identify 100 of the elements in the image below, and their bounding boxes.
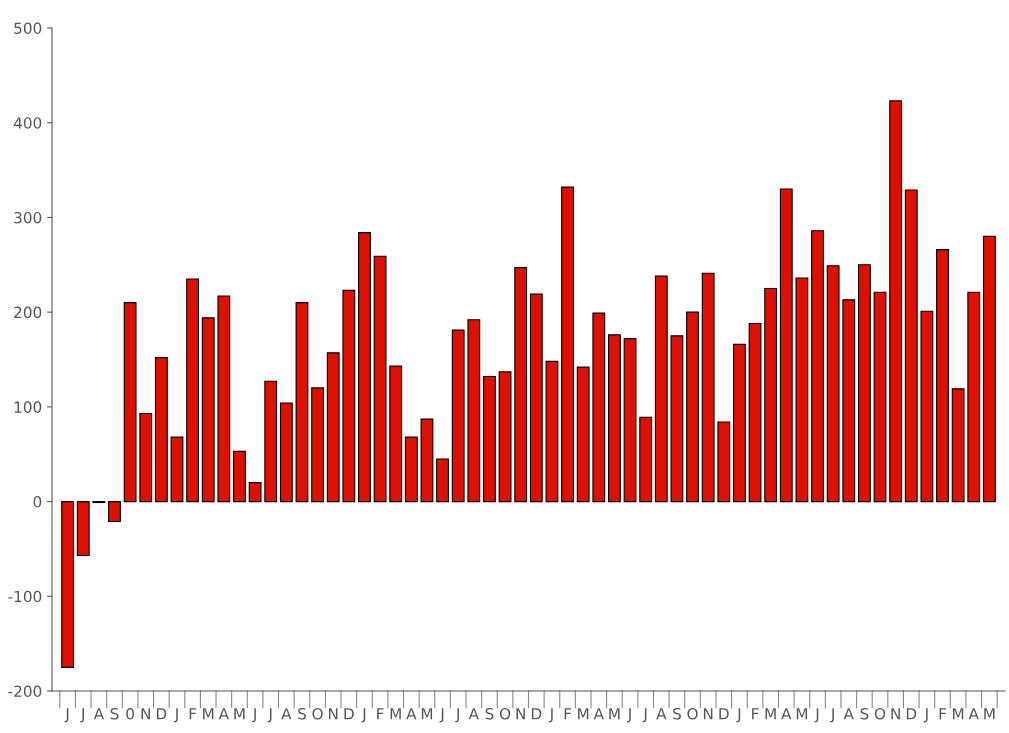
bar — [826, 265, 840, 503]
x-tick-label: D — [906, 708, 917, 720]
x-tick-label: M — [953, 708, 964, 720]
x-tick-label: J — [439, 708, 444, 723]
x-tick-label: A — [468, 708, 479, 720]
bar — [108, 501, 121, 523]
bar — [467, 319, 481, 503]
x-tick-label: M — [796, 708, 807, 720]
x-tick-label: J — [627, 708, 631, 723]
x-tick-label: A — [593, 708, 604, 720]
x-tick-label: M — [234, 708, 245, 720]
x-tick-label: O — [312, 707, 323, 720]
bar — [592, 312, 606, 503]
y-tick-label: 400 — [13, 117, 42, 129]
bar — [123, 302, 137, 503]
y-tick-label: 100 — [14, 401, 42, 413]
x-tick-label: D — [156, 708, 167, 720]
bar — [717, 421, 731, 503]
x-tick-label: A — [406, 708, 417, 720]
x-tick-label: M — [984, 708, 995, 720]
bar — [358, 232, 371, 503]
x-tick-label: O — [687, 707, 698, 720]
bar — [514, 267, 528, 503]
x-tick-label: D — [719, 708, 729, 720]
bar — [295, 302, 309, 503]
bar — [686, 311, 699, 503]
x-tick-label: N — [891, 708, 900, 720]
y-tick-label: 200 — [14, 306, 42, 319]
x-tick-label: F — [377, 708, 384, 720]
bar — [279, 402, 293, 503]
bar — [967, 291, 981, 503]
bar — [951, 388, 965, 503]
bar — [889, 100, 903, 503]
bar — [779, 188, 793, 503]
x-tick-label: F — [939, 708, 947, 720]
bar — [186, 278, 200, 503]
bar — [639, 416, 653, 503]
bar — [576, 366, 590, 503]
bar — [545, 360, 559, 503]
x-tick-label: A — [968, 708, 979, 720]
bar — [732, 343, 746, 503]
x-tick-label: M — [609, 708, 620, 720]
y-tick-label: 300 — [14, 211, 42, 224]
bar — [248, 482, 262, 503]
bar — [404, 436, 418, 503]
x-tick-label: J — [267, 708, 272, 723]
x-tick-label: J — [923, 708, 928, 723]
bar — [170, 436, 184, 503]
x-tick-label: M — [421, 708, 433, 720]
bar — [217, 295, 231, 503]
x-tick-label: J — [830, 708, 834, 723]
bar — [373, 255, 387, 503]
x-tick-label: S — [485, 707, 494, 720]
y-tick-label: 0 — [33, 496, 42, 508]
bar — [920, 310, 934, 503]
x-tick-label: N — [329, 708, 338, 720]
bar — [342, 289, 356, 503]
y-tick-label: 500 — [14, 22, 42, 35]
bar — [982, 235, 996, 503]
bar — [483, 375, 496, 503]
x-tick-label: S — [110, 707, 119, 720]
bar — [748, 322, 762, 503]
bar — [701, 272, 715, 503]
bar — [873, 291, 887, 503]
bar — [420, 418, 434, 503]
x-tick-label: A — [781, 708, 792, 720]
x-tick-label: M — [765, 708, 776, 720]
x-tick-label: J — [814, 708, 819, 723]
bar — [623, 338, 637, 503]
bar — [936, 249, 949, 503]
bar — [904, 189, 918, 503]
x-tick-label: J — [361, 708, 366, 723]
x-tick-label: D — [344, 708, 354, 720]
x-tick-label: S — [860, 707, 869, 720]
x-tick-label: A — [93, 708, 104, 720]
bar — [451, 329, 465, 503]
x-tick-label: A — [656, 708, 667, 720]
x-tick-label: O — [499, 707, 511, 720]
y-tick-label: -200 — [8, 685, 42, 698]
x-tick-label: F — [189, 708, 197, 720]
x-tick-label: A — [843, 708, 854, 720]
bar — [326, 352, 340, 503]
x-tick-label: F — [564, 708, 572, 720]
bar — [842, 299, 856, 503]
bar — [61, 501, 75, 668]
x-tick-label: M — [578, 708, 589, 720]
bar — [529, 293, 543, 503]
x-tick-label: J — [642, 708, 647, 723]
x-tick-label: J — [252, 708, 256, 723]
bar — [389, 365, 403, 503]
bar — [857, 264, 871, 503]
x-tick-label: D — [531, 708, 542, 720]
bar — [764, 287, 778, 503]
x-tick-label: J — [736, 708, 741, 723]
bar — [311, 387, 325, 503]
bar — [139, 412, 153, 503]
bar — [498, 371, 512, 503]
bar — [201, 317, 215, 503]
bar — [154, 357, 168, 503]
x-tick-label: J — [173, 708, 178, 723]
